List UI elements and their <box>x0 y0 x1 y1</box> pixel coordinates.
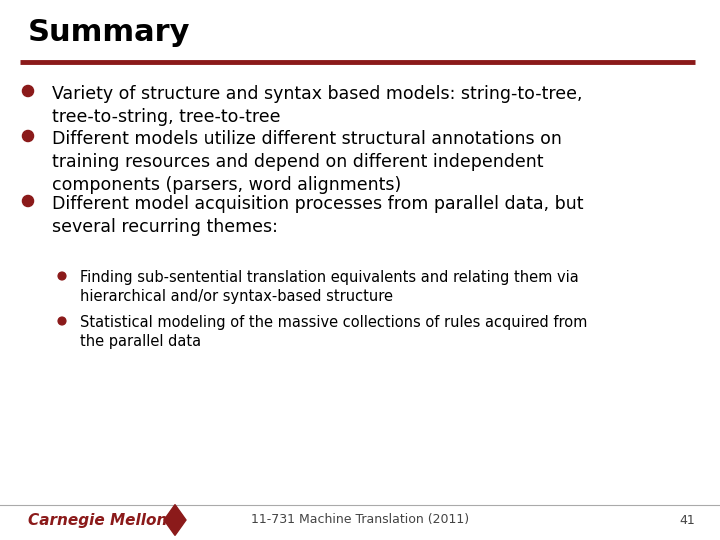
Text: Variety of structure and syntax based models: string-to-tree,
tree-to-string, tr: Variety of structure and syntax based mo… <box>52 85 582 126</box>
Text: Different models utilize different structural annotations on
training resources : Different models utilize different struc… <box>52 130 562 194</box>
Text: lti: lti <box>168 515 181 525</box>
Text: Statistical modeling of the massive collections of rules acquired from
the paral: Statistical modeling of the massive coll… <box>80 315 588 349</box>
Text: Finding sub-sentential translation equivalents and relating them via
hierarchica: Finding sub-sentential translation equiv… <box>80 270 579 304</box>
Circle shape <box>22 85 34 97</box>
Text: Summary: Summary <box>28 18 191 47</box>
Circle shape <box>22 195 34 207</box>
Polygon shape <box>164 504 186 535</box>
Text: Carnegie Mellon: Carnegie Mellon <box>28 512 167 528</box>
Text: 11-731 Machine Translation (2011): 11-731 Machine Translation (2011) <box>251 514 469 526</box>
Circle shape <box>22 131 34 141</box>
Text: 41: 41 <box>679 514 695 526</box>
Circle shape <box>58 272 66 280</box>
Circle shape <box>58 317 66 325</box>
Text: Different model acquisition processes from parallel data, but
several recurring : Different model acquisition processes fr… <box>52 195 583 236</box>
